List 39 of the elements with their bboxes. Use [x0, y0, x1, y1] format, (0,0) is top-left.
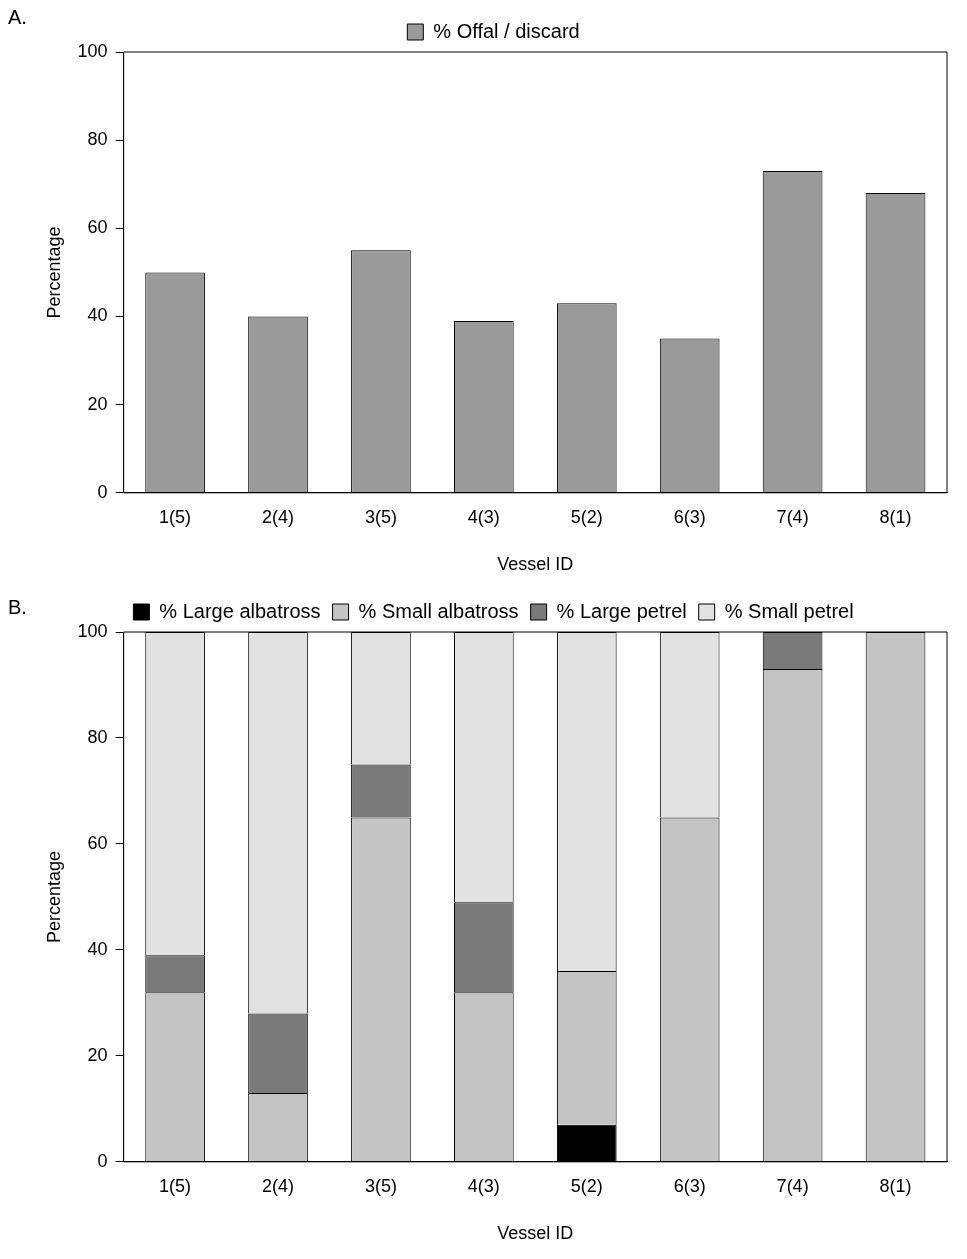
text: A. [8, 5, 27, 28]
x-axis-title: Vessel ID [497, 554, 574, 575]
y-tick-label: 60 [87, 832, 108, 853]
x-tick-label: 3(5) [364, 506, 397, 527]
y-tick-label: 100 [77, 40, 108, 61]
x-tick-label: 8(1) [879, 506, 912, 527]
x-tick-label: 3(5) [364, 1175, 397, 1196]
text: B. [8, 595, 27, 618]
legend-label: % Large albatross [159, 599, 321, 622]
y-tick-label: 60 [87, 217, 108, 238]
x-tick-label: 2(4) [262, 1175, 295, 1196]
x-tick-label: 5(2) [570, 1175, 603, 1196]
legend-label: % Small albatross [358, 599, 519, 622]
legend-label: % Large petrel [556, 599, 687, 622]
legend-label: % Small petrel [724, 599, 854, 622]
x-tick-label: 7(4) [776, 506, 809, 527]
x-tick-label: 4(3) [467, 506, 500, 527]
y-tick-label: 40 [87, 305, 108, 326]
y-tick-label: 0 [97, 1150, 108, 1171]
y-tick-label: 20 [87, 393, 108, 414]
y-tick-label: 0 [97, 481, 108, 502]
y-tick-label: 20 [87, 1044, 108, 1065]
x-tick-label: 5(2) [570, 506, 603, 527]
x-tick-label: 8(1) [879, 1175, 912, 1196]
legend-label: % Offal / discard [433, 19, 580, 42]
y-axis-title: Percentage [43, 850, 64, 943]
y-tick-label: 40 [87, 938, 108, 959]
x-axis-title: Vessel ID [497, 1223, 574, 1244]
x-tick-label: 4(3) [467, 1175, 500, 1196]
y-axis-title: Percentage [43, 226, 64, 319]
x-tick-label: 6(3) [673, 506, 706, 527]
y-tick-label: 100 [77, 620, 108, 641]
x-tick-label: 1(5) [159, 506, 192, 527]
y-tick-label: 80 [87, 726, 108, 747]
x-tick-label: 6(3) [673, 1175, 706, 1196]
x-tick-label: 7(4) [776, 1175, 809, 1196]
y-tick-label: 80 [87, 129, 108, 150]
x-tick-label: 1(5) [159, 1175, 192, 1196]
x-tick-label: 2(4) [262, 506, 295, 527]
